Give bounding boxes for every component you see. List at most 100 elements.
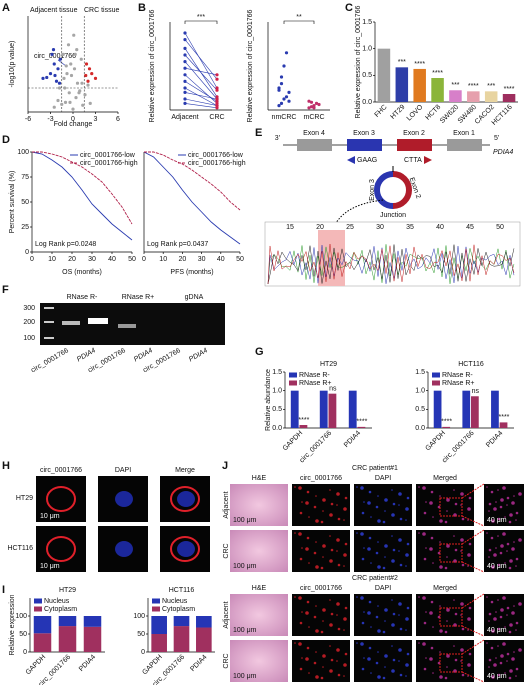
x-tick-label: 30 xyxy=(198,256,206,263)
signal xyxy=(343,519,345,521)
signal xyxy=(405,663,409,667)
point xyxy=(183,53,187,57)
point xyxy=(279,101,284,105)
signal xyxy=(330,548,334,552)
signal xyxy=(337,627,341,631)
point xyxy=(215,86,219,90)
signal xyxy=(502,486,506,490)
signal xyxy=(370,562,372,564)
signal xyxy=(515,675,517,677)
signal xyxy=(499,505,503,509)
position: 20 xyxy=(316,224,324,231)
signal xyxy=(375,505,379,509)
panel-letter: H xyxy=(2,460,10,472)
signal xyxy=(398,550,400,552)
signal xyxy=(391,623,395,627)
signal xyxy=(486,486,488,488)
point xyxy=(284,51,289,55)
y-tick-label: 75 xyxy=(21,174,29,181)
signal xyxy=(363,657,365,659)
signal xyxy=(439,519,443,523)
signal xyxy=(306,536,310,540)
signal xyxy=(518,648,522,652)
row-label: CRC xyxy=(223,543,230,558)
x-tick-label: 3 xyxy=(94,116,98,123)
signal xyxy=(491,565,495,569)
signal xyxy=(392,548,396,552)
signal xyxy=(320,520,324,524)
panel-letter: E xyxy=(255,127,262,139)
y-axis-label: Percent survival (%) xyxy=(9,171,16,234)
annotation: Log Rank p=0.0437 xyxy=(147,241,208,248)
signal xyxy=(315,675,319,679)
marker: 300 xyxy=(23,305,35,312)
point xyxy=(215,95,219,99)
signal xyxy=(322,654,326,658)
signal xyxy=(511,501,515,505)
signal xyxy=(336,538,340,542)
lane-label: PDIA4 xyxy=(188,347,209,363)
signal xyxy=(384,666,386,668)
signal xyxy=(313,615,317,619)
signal xyxy=(315,605,317,607)
signal xyxy=(488,612,492,616)
exon-label: Exon 1 xyxy=(453,130,475,137)
pair-line xyxy=(184,87,218,106)
signal xyxy=(488,502,492,506)
zoom-line xyxy=(461,625,485,637)
signal xyxy=(513,605,515,607)
zoom-box xyxy=(439,607,463,627)
signal xyxy=(511,611,515,615)
point xyxy=(183,60,187,64)
signal xyxy=(430,600,434,604)
signal xyxy=(330,612,334,616)
x-tick-label: PDIA4 xyxy=(343,430,362,449)
significance: ns xyxy=(329,385,337,392)
x-tick-label: 50 xyxy=(128,256,136,263)
y-tick-label: 0 xyxy=(141,649,145,656)
gene-label: PDIA4 xyxy=(493,149,513,156)
signal xyxy=(461,673,465,677)
point xyxy=(86,79,90,83)
cell-outline xyxy=(170,536,200,562)
point xyxy=(74,96,78,100)
column-label: H&E xyxy=(252,475,267,482)
signal xyxy=(446,620,448,622)
y-tick-label: 100 xyxy=(133,613,145,620)
signal xyxy=(493,663,497,667)
point xyxy=(309,100,314,104)
scale-label: 40 μm xyxy=(487,517,507,524)
signal xyxy=(499,615,503,619)
position: 50 xyxy=(496,224,504,231)
signal xyxy=(313,551,317,555)
significance: **** xyxy=(504,86,515,93)
panel-f: 300 200 100 RNase R- RNase R+ gDNA xyxy=(23,294,225,345)
micrograph xyxy=(292,484,350,526)
signal xyxy=(337,517,341,521)
zoom-line xyxy=(461,639,485,655)
signal xyxy=(446,498,450,502)
signal xyxy=(298,486,302,490)
patient-label: CRC patient#1 xyxy=(352,465,398,472)
bar xyxy=(357,426,366,428)
signal xyxy=(343,617,347,621)
signal xyxy=(370,672,372,674)
signal xyxy=(423,511,427,515)
signal xyxy=(299,667,303,671)
signal xyxy=(405,629,407,631)
signal xyxy=(399,627,403,631)
chart-title: HT29 xyxy=(320,361,337,368)
point xyxy=(72,67,77,71)
pair-line xyxy=(184,74,218,104)
panel-letter: I xyxy=(2,584,5,596)
signal xyxy=(384,608,388,612)
group-label: RNase R- xyxy=(67,294,98,301)
point xyxy=(51,48,56,52)
point xyxy=(81,103,85,107)
signal xyxy=(429,657,433,661)
signal xyxy=(329,535,331,537)
bar xyxy=(471,396,479,428)
point xyxy=(215,73,219,77)
signal xyxy=(488,666,490,668)
bar xyxy=(377,48,391,102)
